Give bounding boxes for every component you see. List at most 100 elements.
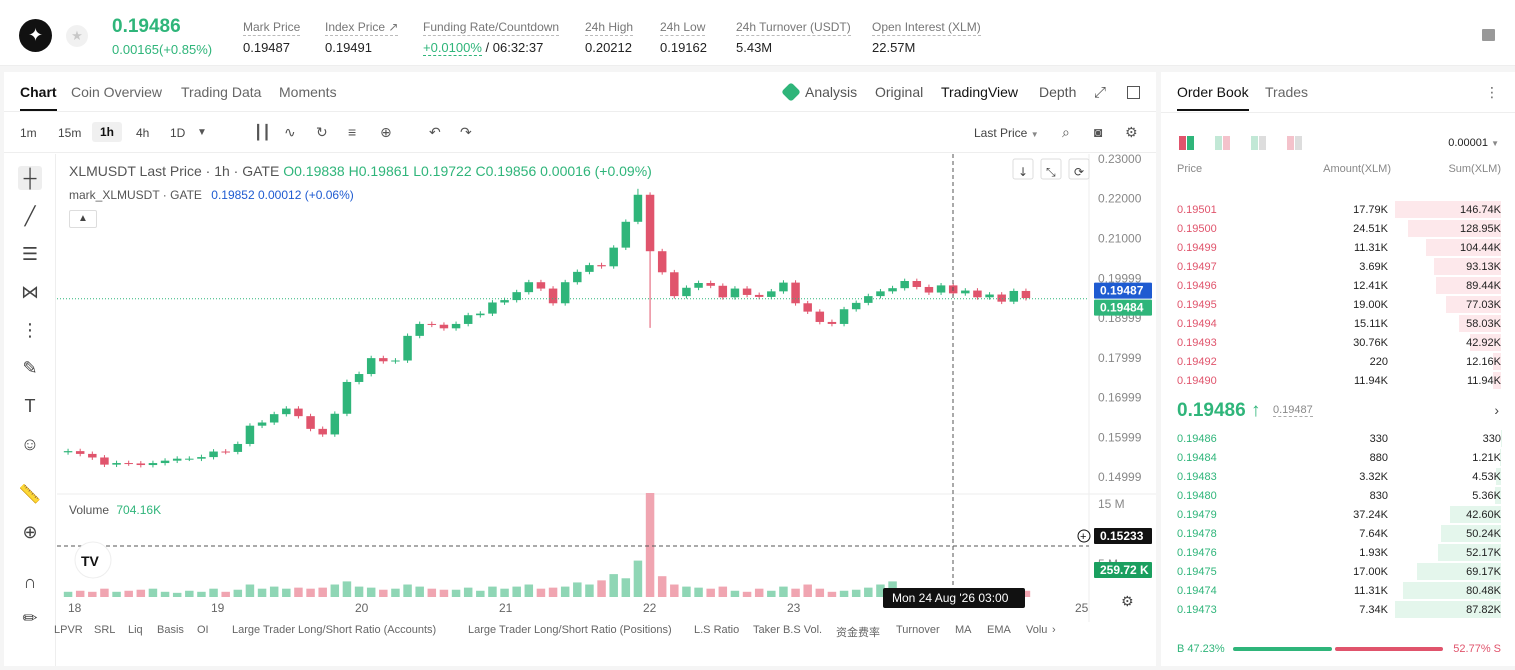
- pattern-icon[interactable]: ⋈: [21, 282, 39, 302]
- view-both-alt-icon[interactable]: [1215, 136, 1230, 155]
- more-icon[interactable]: ⋮: [1485, 84, 1499, 100]
- indicator-7[interactable]: L.S Ratio: [694, 624, 740, 636]
- view-tradingview[interactable]: TradingView: [941, 84, 1019, 100]
- text-icon[interactable]: T: [24, 396, 36, 416]
- legend-open: O0.19838: [283, 163, 345, 179]
- tab-chart[interactable]: Chart: [20, 84, 57, 111]
- candle-type-icon[interactable]: ┃┃: [254, 124, 271, 140]
- collapse-legend-icon[interactable]: ▲: [69, 210, 97, 228]
- order-row[interactable]: 0.19474 11.31K 80.48K: [1161, 581, 1515, 600]
- precision-select[interactable]: 0.00001 ▼: [1448, 137, 1499, 149]
- magnet-icon[interactable]: ∩: [23, 572, 37, 592]
- indicator-6[interactable]: Large Trader Long/Short Ratio (Positions…: [468, 624, 672, 636]
- hlines-icon[interactable]: ☰: [21, 244, 39, 264]
- settings-icon[interactable]: ⚙: [1125, 124, 1138, 140]
- fib-icon[interactable]: ⋮: [21, 320, 39, 340]
- order-amount: 11.94K: [1353, 375, 1388, 387]
- order-row[interactable]: 0.19497 3.69K 93.13K: [1161, 257, 1515, 276]
- indicator-5[interactable]: Large Trader Long/Short Ratio (Accounts): [232, 624, 437, 636]
- indicator-2[interactable]: Liq: [128, 624, 143, 636]
- indicator-0[interactable]: LPVR: [54, 624, 83, 636]
- tab-trades[interactable]: Trades: [1265, 84, 1309, 100]
- brush-icon[interactable]: ✎: [22, 358, 38, 378]
- order-row[interactable]: 0.19493 30.76K 42.92K: [1161, 333, 1515, 352]
- trendline-icon[interactable]: ╱: [24, 206, 36, 226]
- candle-body: [269, 414, 279, 423]
- tab-moments[interactable]: Moments: [279, 84, 337, 100]
- order-row[interactable]: 0.19484 880 1.21K: [1161, 448, 1515, 467]
- order-row[interactable]: 0.19478 7.64K 50.24K: [1161, 524, 1515, 543]
- order-row[interactable]: 0.19495 19.00K 77.03K: [1161, 295, 1515, 314]
- order-row[interactable]: 0.19492 220 12.16K: [1161, 352, 1515, 371]
- tf-4h[interactable]: 4h: [136, 126, 150, 140]
- tf-dropdown-icon[interactable]: ▼: [197, 127, 207, 138]
- order-row[interactable]: 0.19483 3.32K 4.53K: [1161, 467, 1515, 486]
- last-price-select[interactable]: Last Price ▼: [974, 126, 1039, 140]
- camera-icon[interactable]: ◙: [1094, 124, 1103, 140]
- order-book-panel: Order Book Trades ⋮ 0.00001 ▼ Price Amou…: [1161, 72, 1515, 666]
- tab-coin-overview[interactable]: Coin Overview: [71, 84, 163, 100]
- order-row[interactable]: 0.19479 37.24K 42.60K: [1161, 505, 1515, 524]
- order-sum: 12.16K: [1466, 356, 1501, 368]
- indicators-icon[interactable]: ∿: [284, 124, 296, 140]
- tf-1m[interactable]: 1m: [20, 126, 37, 140]
- ruler-icon[interactable]: 📏: [18, 484, 42, 504]
- favorite-star-icon[interactable]: ★: [66, 25, 88, 47]
- indicator-4[interactable]: OI: [197, 624, 209, 636]
- view-original[interactable]: Original: [875, 84, 924, 100]
- candle-body: [112, 463, 121, 465]
- indicator-12[interactable]: EMA: [987, 624, 1011, 636]
- order-row[interactable]: 0.19473 7.34K 87.82K: [1161, 600, 1515, 619]
- price-chart[interactable]: 0.230000.220000.210000.199990.189990.179…: [57, 154, 1156, 622]
- book-icon[interactable]: [1482, 29, 1495, 41]
- chevron-right-icon[interactable]: ›: [1494, 402, 1499, 418]
- view-asks-icon[interactable]: [1287, 136, 1302, 155]
- order-row[interactable]: 0.19500 24.51K 128.95K: [1161, 219, 1515, 238]
- tab-order-book[interactable]: Order Book: [1177, 84, 1249, 111]
- indicator-3[interactable]: Basis: [157, 624, 184, 636]
- indicator-8[interactable]: Taker B.S Vol.: [753, 624, 823, 636]
- indicator-scroll-icon[interactable]: ›: [1052, 624, 1056, 636]
- tf-15m[interactable]: 15m: [58, 126, 82, 140]
- order-row[interactable]: 0.19501 17.79K 146.74K: [1161, 200, 1515, 219]
- indicator-1[interactable]: SRL: [94, 624, 116, 636]
- crosshair-icon[interactable]: ┼: [18, 166, 42, 190]
- window-icon[interactable]: [1127, 86, 1140, 99]
- undo-icon[interactable]: ↶: [429, 124, 441, 140]
- order-row[interactable]: 0.19486 330 330: [1161, 429, 1515, 448]
- tab-trading-data[interactable]: Trading Data: [181, 84, 262, 100]
- indicator-9[interactable]: 资金费率: [836, 627, 880, 639]
- search-icon[interactable]: ⌕: [1062, 124, 1070, 140]
- order-row[interactable]: 0.19490 11.94K 11.94K: [1161, 371, 1515, 390]
- view-both-icon[interactable]: [1179, 136, 1194, 155]
- tf-1d[interactable]: 1D: [170, 126, 186, 140]
- order-row[interactable]: 0.19499 11.31K 104.44K: [1161, 238, 1515, 257]
- candle-body: [257, 422, 267, 426]
- analysis-button[interactable]: Analysis: [781, 82, 857, 102]
- indicator-13[interactable]: Volu: [1026, 624, 1048, 636]
- order-row[interactable]: 0.19476 1.93K 52.17K: [1161, 543, 1515, 562]
- lock-draw-icon[interactable]: ✏: [22, 608, 38, 628]
- view-bids-icon[interactable]: [1251, 136, 1266, 155]
- zoom-icon[interactable]: ⊕: [22, 522, 38, 542]
- volume-bar: [1021, 590, 1031, 597]
- expand-icon[interactable]: ⤢: [1094, 84, 1107, 101]
- order-price: 0.19492: [1177, 356, 1217, 368]
- volume-bar: [839, 590, 849, 597]
- view-depth[interactable]: Depth: [1039, 84, 1077, 100]
- redo-icon[interactable]: ↷: [460, 124, 472, 140]
- emoji-icon[interactable]: ☺: [20, 434, 40, 454]
- tf-1h[interactable]: 1h: [92, 122, 123, 142]
- candle-body: [63, 451, 73, 453]
- templates-icon[interactable]: ≡: [348, 124, 357, 140]
- indicator-10[interactable]: Turnover: [896, 624, 940, 636]
- replay-icon[interactable]: ↻: [316, 124, 328, 140]
- order-row[interactable]: 0.19475 17.00K 69.17K: [1161, 562, 1515, 581]
- order-row[interactable]: 0.19480 830 5.36K: [1161, 486, 1515, 505]
- indicator-11[interactable]: MA: [955, 624, 972, 636]
- volume-bar: [548, 587, 558, 597]
- order-row[interactable]: 0.19494 15.11K 58.03K: [1161, 314, 1515, 333]
- add-alert-icon[interactable]: ⊕: [380, 124, 392, 140]
- order-row[interactable]: 0.19496 12.41K 89.44K: [1161, 276, 1515, 295]
- depth-bar: [1492, 372, 1501, 389]
